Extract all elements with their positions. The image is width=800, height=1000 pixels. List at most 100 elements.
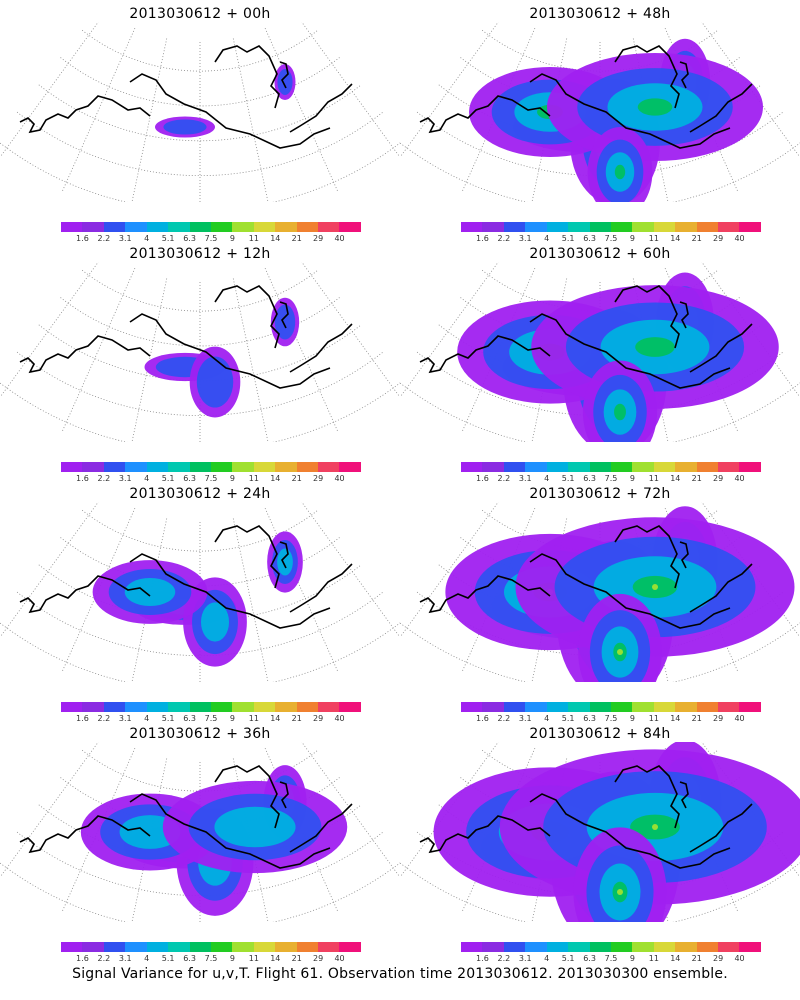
colorbar-tick-label: 6.3 (183, 714, 196, 723)
colorbar-tick-label: 4 (144, 714, 150, 723)
colorbar-swatch (546, 222, 569, 232)
colorbar-tick-label: 3.1 (518, 474, 532, 483)
colorbar-tick-label: 40 (334, 714, 345, 723)
coastlines (419, 285, 753, 389)
colorbar-swatch (125, 462, 147, 472)
colorbar-swatch (718, 942, 740, 952)
coastlines (19, 765, 353, 869)
colorbar-swatch (61, 702, 83, 712)
colorbar-swatch (589, 942, 611, 952)
colorbar-tick-label: 3.1 (118, 474, 132, 483)
colorbar-tick-label: 14 (670, 234, 681, 243)
colorbar-swatch (503, 942, 526, 952)
colorbar-tick-label: 40 (334, 234, 345, 243)
colorbar-swatch (675, 222, 697, 232)
colorbar-tick-label: 2.2 (497, 234, 511, 243)
variance-field (457, 272, 779, 442)
colorbar-swatch (232, 222, 254, 232)
colorbar-tick-label: 29 (313, 234, 324, 243)
colorbar-tick-label: 6.3 (183, 954, 196, 963)
colorbar-tick-label: 2.2 (497, 474, 511, 483)
colorbar-swatch (296, 942, 319, 952)
colorbar-swatch (232, 942, 254, 952)
colorbar-tick-label: 7.5 (204, 474, 218, 483)
colorbar-tick-label: 21 (291, 474, 302, 483)
colorbar-swatch (339, 462, 361, 472)
colorbar-swatch (146, 702, 169, 712)
colorbar-swatch (739, 942, 761, 952)
colorbar-swatch (632, 702, 654, 712)
panel-title: 2013030612 + 24h (129, 486, 271, 502)
colorbar-tick-label: 7.5 (204, 954, 218, 963)
figure-caption: Signal Variance for u,v,T. Flight 61. Ob… (72, 966, 728, 982)
colorbar-tick-label: 5.1 (561, 234, 575, 243)
colorbar-tick-label: 4 (544, 234, 550, 243)
colorbar-swatch (482, 462, 504, 472)
colorbar-tick-label: 14 (270, 714, 281, 723)
colorbar-tick-label: 3.1 (518, 714, 532, 723)
colorbar-tick-label: 9 (629, 954, 635, 963)
graticule (0, 262, 400, 442)
coastlines (419, 45, 753, 149)
colorbar-swatch (168, 462, 190, 472)
colorbar-tick-label: 14 (270, 234, 281, 243)
colorbar-tick-label: 29 (713, 234, 724, 243)
colorbar-swatch (461, 942, 483, 952)
colorbar-tick-label: 4 (144, 954, 150, 963)
colorbar-tick-label: 6.3 (583, 954, 596, 963)
colorbar-swatch (610, 942, 633, 952)
colorbar (61, 942, 361, 952)
colorbar-tick-label: 29 (313, 474, 324, 483)
colorbar-swatch (589, 462, 611, 472)
colorbar-tick-label: 2.2 (97, 954, 111, 963)
polar-map (0, 502, 400, 682)
colorbar-tick-label: 1.6 (476, 234, 489, 243)
colorbar-tick-label: 3.1 (118, 234, 132, 243)
colorbar (461, 702, 761, 712)
colorbar-tick-label: 5.1 (161, 474, 175, 483)
variance-field (80, 765, 348, 916)
colorbar-swatch (253, 222, 276, 232)
colorbar-swatch (146, 222, 169, 232)
colorbar-tick-label: 2.2 (497, 714, 511, 723)
colorbar-swatch (461, 222, 483, 232)
colorbar-tick-label: 1.6 (76, 954, 89, 963)
colorbar-tick-label: 4 (544, 474, 550, 483)
polar-map (0, 22, 400, 202)
colorbar-swatch (503, 222, 526, 232)
colorbar-swatch (739, 222, 761, 232)
colorbar-swatch (696, 462, 719, 472)
colorbar-tick-label: 7.5 (604, 954, 618, 963)
colorbar-swatch (718, 702, 740, 712)
colorbar-tick-label: 11 (648, 954, 659, 963)
colorbar-labels: 1.6 2.2 3.1 4 5.1 6.3 7.5 9 11 14 21 29 40 (61, 954, 361, 964)
colorbar-tick-label: 5.1 (161, 714, 175, 723)
colorbar-swatch (61, 462, 83, 472)
colorbar-tick-label: 3.1 (118, 714, 132, 723)
colorbar-swatch (61, 942, 83, 952)
colorbar-tick-label: 11 (248, 474, 259, 483)
colorbar-labels: 1.6 2.2 3.1 4 5.1 6.3 7.5 9 11 14 21 29 40 (61, 474, 361, 484)
colorbar-tick-label: 11 (248, 954, 259, 963)
colorbar-tick-label: 9 (629, 714, 635, 723)
panel-title: 2013030612 + 00h (129, 6, 271, 22)
colorbar-swatch (82, 702, 104, 712)
colorbar (461, 222, 761, 232)
colorbar-tick-label: 40 (334, 954, 345, 963)
colorbar-labels: 1.6 2.2 3.1 4 5.1 6.3 7.5 9 11 14 21 29 40 (461, 714, 761, 724)
colorbar-tick-label: 3.1 (518, 954, 532, 963)
colorbar-swatch (318, 462, 340, 472)
colorbar-swatch (632, 942, 654, 952)
colorbar-tick-label: 29 (713, 954, 724, 963)
colorbar-tick-label: 29 (313, 954, 324, 963)
colorbar-swatch (461, 702, 483, 712)
map-panel: 2013030612 + 12h 1.6 2.2 3.1 4 5.1 6.3 7.5 9 11 14… (0, 240, 400, 483)
colorbar-tick-label: 11 (248, 234, 259, 243)
colorbar-tick-label: 40 (334, 474, 345, 483)
map-panel: 2013030612 + 72h 1.6 2.2 3.1 4 5.1 6.3 7.5 9 11 14… (400, 480, 800, 723)
colorbar-tick-label: 11 (648, 474, 659, 483)
polar-map (400, 22, 800, 202)
colorbar-tick-label: 9 (629, 474, 635, 483)
variance-field (92, 531, 303, 667)
colorbar-swatch (275, 702, 297, 712)
